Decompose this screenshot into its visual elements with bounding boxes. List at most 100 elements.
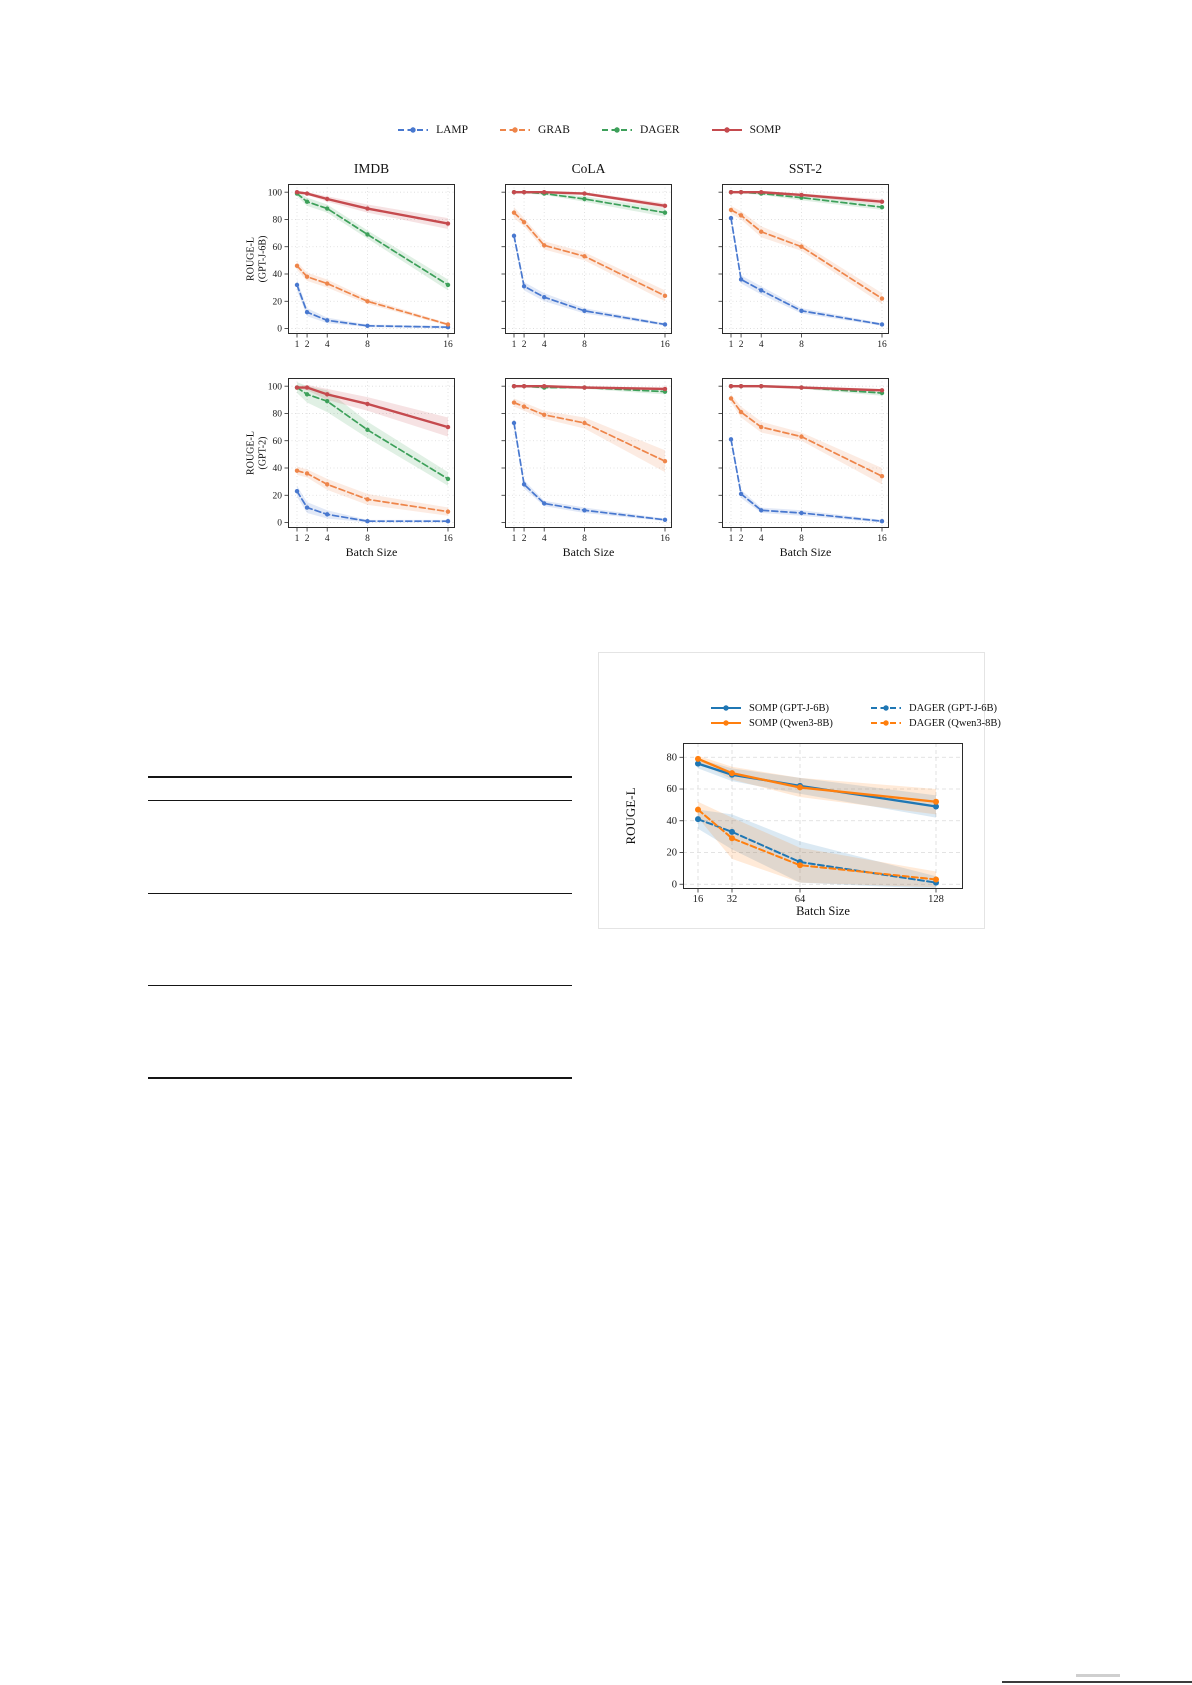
data-marker [582, 254, 587, 259]
confidence-band [514, 418, 665, 522]
table-toprule [148, 776, 572, 778]
legend-item-somp: SOMP [710, 124, 781, 136]
data-marker [582, 508, 587, 513]
confidence-band [731, 215, 882, 326]
svg-text:16: 16 [660, 340, 670, 350]
gridlines [722, 378, 889, 528]
confidence-band [698, 801, 936, 888]
data-marker [662, 386, 668, 392]
svg-text:16: 16 [693, 894, 704, 905]
data-marker [294, 468, 300, 473]
data-marker [695, 755, 701, 762]
data-marker [738, 491, 744, 497]
legend-label: DAGER [639, 124, 680, 136]
data-marker [879, 473, 885, 479]
legend-item-somp-gpt-j-6b-: SOMP (GPT-J-6B) [709, 702, 857, 714]
legend-swatch-icon [871, 720, 901, 726]
svg-text:1: 1 [512, 534, 517, 544]
confidence-band [731, 435, 882, 523]
data-marker [738, 277, 744, 282]
axis-ticks [718, 191, 883, 338]
svg-text:1: 1 [295, 340, 300, 350]
svg-text:4: 4 [325, 340, 330, 350]
data-marker [325, 206, 330, 211]
series-line [697, 808, 937, 881]
svg-text:1: 1 [729, 534, 734, 544]
line-chart-svg: 1 2 4 8 16 0 20 40 60 80 100 [268, 184, 455, 350]
data-marker [728, 207, 734, 213]
data-marker [445, 322, 451, 327]
figure2-legend: SOMP (GPT-J-6B) DAGER (GPT-J-6B) SOMP (Qwe… [709, 702, 1017, 729]
svg-text:2: 2 [739, 340, 744, 350]
data-marker [879, 322, 885, 327]
legend-swatch-icon [871, 705, 901, 711]
data-marker [542, 501, 547, 506]
svg-text:2: 2 [522, 340, 527, 350]
data-marker [759, 189, 764, 195]
svg-text:0: 0 [672, 879, 677, 890]
data-marker [445, 476, 451, 482]
data-marker [879, 296, 885, 301]
data-marker [933, 876, 939, 883]
data-marker [542, 294, 547, 300]
confidence-band [514, 190, 665, 217]
plot-border [505, 378, 672, 528]
legend-swatch-icon [500, 127, 531, 133]
data-marker [582, 420, 587, 426]
legend-row: SOMP (GPT-J-6B) DAGER (GPT-J-6B) [709, 702, 1017, 714]
page-edge-smudge [1076, 1674, 1120, 1677]
series-line [513, 422, 666, 521]
data-marker [662, 517, 668, 523]
page-edge-rule [1002, 1681, 1192, 1683]
data-marker [542, 243, 547, 248]
data-marker [759, 288, 764, 293]
tick-labels: 1 2 4 8 16 [512, 534, 670, 544]
data-marker [738, 383, 744, 389]
line-chart-svg: 1 2 4 8 16 [718, 184, 889, 350]
data-marker [729, 828, 735, 835]
data-marker [445, 518, 451, 524]
data-marker [797, 784, 803, 791]
svg-text:60: 60 [273, 243, 283, 253]
tick-labels: 16 32 64 128 0 20 40 60 80 [667, 752, 944, 905]
data-marker [365, 206, 370, 211]
data-marker [933, 798, 939, 805]
table-midrule [148, 985, 572, 986]
svg-text:0: 0 [277, 325, 282, 335]
data-marker [662, 322, 668, 327]
subplot-title-cola: CoLA [571, 161, 606, 176]
ylabel-line2: (GPT-2) [257, 436, 268, 470]
svg-text:16: 16 [877, 340, 887, 350]
svg-text:80: 80 [667, 752, 678, 763]
data-marker [365, 323, 370, 329]
plot-border [683, 743, 963, 889]
data-marker [582, 196, 587, 202]
svg-text:100: 100 [268, 188, 283, 198]
svg-text:40: 40 [273, 464, 283, 474]
svg-text:8: 8 [365, 534, 370, 544]
confidence-band [514, 398, 665, 473]
data-marker [521, 284, 527, 289]
data-marker [662, 458, 668, 464]
xlabel-batch-size: Batch Size [345, 545, 398, 559]
svg-text:2: 2 [305, 340, 310, 350]
data-marker [365, 299, 370, 304]
svg-text:16: 16 [443, 534, 453, 544]
axis-ticks [718, 385, 883, 532]
svg-text:2: 2 [739, 534, 744, 544]
legend-label: SOMP (GPT-J-6B) [749, 702, 830, 714]
data-marker [542, 189, 547, 195]
legend-label: SOMP (Qwen3-8B) [749, 717, 833, 729]
confidence-band [698, 755, 936, 815]
legend-item-dager: DAGER [600, 124, 680, 136]
data-marker [582, 385, 587, 390]
confidence-band [731, 190, 882, 210]
legend-row: SOMP (Qwen3-8B) DAGER (Qwen3-8B) [709, 717, 1017, 729]
data-marker [365, 401, 370, 407]
data-marker [304, 505, 310, 510]
data-marker [879, 388, 885, 393]
legend-label: DAGER (Qwen3-8B) [909, 717, 1001, 729]
subplot-gptj6b-cola: 1 2 4 8 16 [501, 184, 672, 350]
legend-item-somp-qwen3-8b-: SOMP (Qwen3-8B) [709, 717, 857, 729]
